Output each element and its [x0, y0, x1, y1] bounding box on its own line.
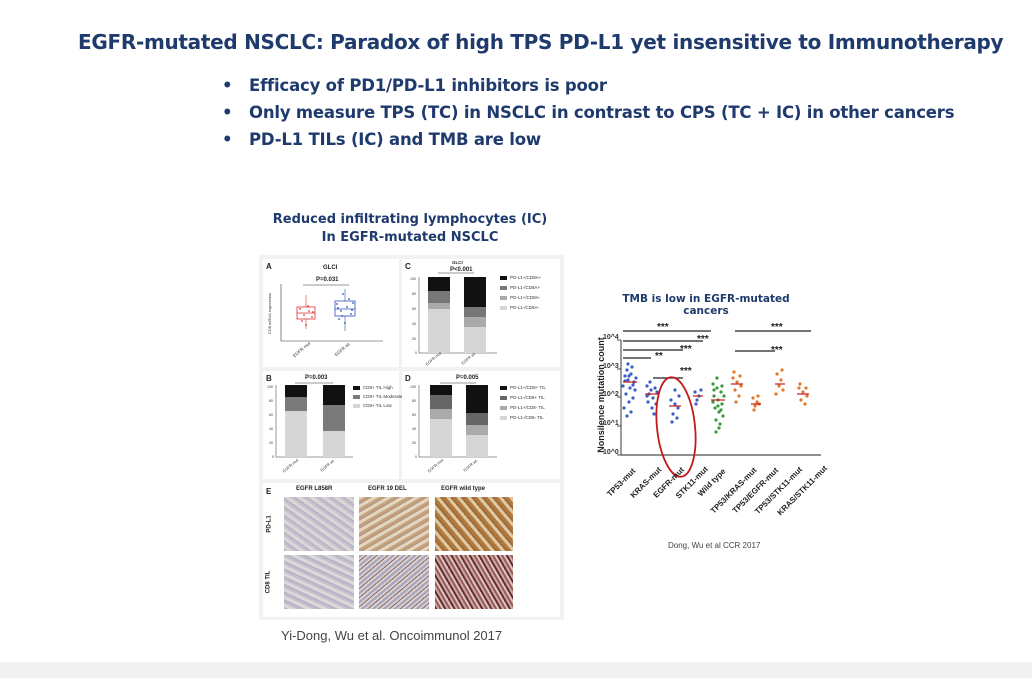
- slide-title: EGFR-mutated NSCLC: Paradox of high TPS …: [78, 30, 1004, 54]
- series-orange: [731, 368, 809, 412]
- panel-c-legend-item: PD-L1+/CD8A+: [500, 275, 541, 280]
- panel-e-row-label: PD-L1: [266, 515, 273, 533]
- panel-a-cohort: GLCI: [323, 265, 338, 271]
- tmb-ytick: 10^2: [603, 391, 619, 398]
- ihc-image: [435, 497, 513, 551]
- panel-d-legend-item: PD-L1+/CD8- TIL: [500, 405, 545, 410]
- panel-a: A GLCI P=0.031 CD8 mRNA expression: [263, 259, 399, 367]
- panel-c-cohort: GLCI: [452, 260, 463, 265]
- panel-b-legend-item: CD8+ TIL Low: [353, 403, 392, 408]
- left-caption-line2: In EGFR-mutated NSCLC: [321, 230, 499, 245]
- series-blue: [621, 362, 703, 424]
- panel-e: E EGFR L858R EGFR 19 DEL EGFR wild type …: [263, 483, 560, 617]
- right-figure-title: TMB is low in EGFR-mutated cancers: [622, 293, 790, 317]
- svg-text:40: 40: [269, 427, 273, 431]
- bullet-list: Efficacy of PD1/PD-L1 inhibitors is poor…: [222, 72, 955, 153]
- slide: EGFR-mutated NSCLC: Paradox of high TPS …: [0, 0, 1032, 662]
- panel-c: C GLCI P<0.001 100 80 60 40 20 0 PD-L1+/CD8A+: [402, 259, 560, 367]
- panel-d-legend-item: PD-L1+/CD8+ TIL: [500, 385, 546, 390]
- panel-c-legend-item: PD-L1-/CD8A-: [500, 305, 539, 310]
- ihc-image: [359, 497, 429, 551]
- series-green: [711, 376, 726, 434]
- ihc-image: [284, 497, 354, 551]
- svg-text:0: 0: [415, 455, 417, 459]
- panel-e-letter: E: [266, 487, 272, 496]
- panel-c-legend-item: PD-L1+/CD8A-: [500, 295, 540, 300]
- svg-text:80: 80: [412, 399, 416, 403]
- left-caption-line1: Reduced infiltrating lymphocytes (IC): [272, 212, 548, 227]
- tmb-ytick: 10^3: [603, 363, 619, 370]
- significance-label: ***: [657, 322, 669, 333]
- svg-text:60: 60: [412, 307, 416, 311]
- right-figure-citation: Dong, Wu et al CCR 2017: [668, 541, 761, 550]
- significance-label: ***: [697, 334, 709, 345]
- svg-text:100: 100: [267, 385, 273, 389]
- panel-e-column-label: EGFR wild type: [441, 486, 486, 492]
- significance-label: ***: [680, 344, 692, 355]
- left-figure-citation: Yi-Dong, Wu et al. Oncoimmunol 2017: [281, 628, 503, 643]
- tmb-scatter-plot: [617, 330, 821, 478]
- panel-b-legend-item: CD8+ TIL High: [353, 385, 393, 390]
- panel-c-stacked-bars: 100 80 60 40 20 0: [410, 272, 497, 355]
- tmb-scatter-figure: Nonsilence mutation count 10^4 10^3 10^2…: [583, 292, 829, 542]
- svg-text:60: 60: [269, 413, 273, 417]
- panel-d-legend-item: PD-L1-/CD8+ TIL: [500, 395, 545, 400]
- panel-b-letter: B: [266, 374, 272, 383]
- panel-a-letter: A: [266, 262, 272, 271]
- panel-b-pvalue: P=0.003: [305, 375, 328, 381]
- svg-text:40: 40: [412, 322, 416, 326]
- panel-c-legend-item: PD-L1-/CD8A+: [500, 285, 540, 290]
- tmb-ytick: 10^1: [603, 420, 619, 427]
- svg-text:20: 20: [412, 441, 416, 445]
- panel-d-stacked-bars: 100 80 60 40 20 0: [410, 382, 497, 459]
- panel-a-pvalue: P=0.031: [316, 277, 339, 283]
- svg-text:80: 80: [269, 399, 273, 403]
- ihc-image: [435, 555, 513, 609]
- svg-text:20: 20: [412, 337, 416, 341]
- significance-label: ***: [771, 345, 783, 356]
- significance-label: **: [655, 351, 663, 362]
- panel-e-column-label: EGFR L858R: [296, 486, 333, 492]
- svg-text:40: 40: [412, 427, 416, 431]
- bullet-item: Only measure TPS (TC) in NSCLC in contra…: [222, 99, 955, 126]
- ihc-image: [284, 555, 354, 609]
- svg-text:0: 0: [272, 455, 274, 459]
- panel-b: B P=0.003 100 80 60 40 20 0 CD8+ TIL High CD8…: [263, 371, 402, 479]
- panel-b-legend-item: CD8+ TIL Moderate: [353, 394, 402, 399]
- panel-b-stacked-bars: 100 80 60 40 20 0: [267, 382, 353, 459]
- svg-text:100: 100: [410, 277, 416, 281]
- panel-d-pvalue: P=0.005: [456, 375, 479, 381]
- svg-text:0: 0: [415, 351, 417, 355]
- left-figure: A GLCI P=0.031 CD8 mRNA expression: [259, 255, 564, 620]
- left-figure-caption: Reduced infiltrating lymphocytes (IC) In…: [264, 212, 556, 245]
- svg-text:20: 20: [269, 441, 273, 445]
- bullet-item: PD-L1 TILs (IC) and TMB are low: [222, 126, 954, 153]
- panel-c-pvalue: P<0.001: [450, 267, 473, 273]
- panel-d: D P=0.005 100 80 60 40 20 0 PD-L1+/CD8+ TIL P…: [402, 371, 560, 479]
- bullet-item: Efficacy of PD1/PD-L1 inhibitors is poor: [222, 72, 954, 99]
- svg-text:100: 100: [410, 385, 416, 389]
- tmb-ytick: 10^0: [603, 449, 619, 456]
- significance-label: ***: [680, 366, 692, 377]
- tmb-ytick: 10^4: [603, 334, 619, 341]
- egfr-highlight-circle: [655, 376, 697, 478]
- svg-text:80: 80: [412, 292, 416, 296]
- ihc-image: [359, 555, 429, 609]
- panel-d-legend-item: PD-L1-/CD8- TIL: [500, 415, 544, 420]
- panel-d-letter: D: [405, 374, 411, 383]
- panel-a-boxplot: [280, 284, 383, 342]
- svg-text:60: 60: [412, 413, 416, 417]
- panel-e-row-label: CD8 TIL: [265, 570, 272, 594]
- significance-label: ***: [771, 322, 783, 333]
- panel-c-letter: C: [405, 262, 411, 271]
- panel-e-column-label: EGFR 19 DEL: [368, 486, 407, 492]
